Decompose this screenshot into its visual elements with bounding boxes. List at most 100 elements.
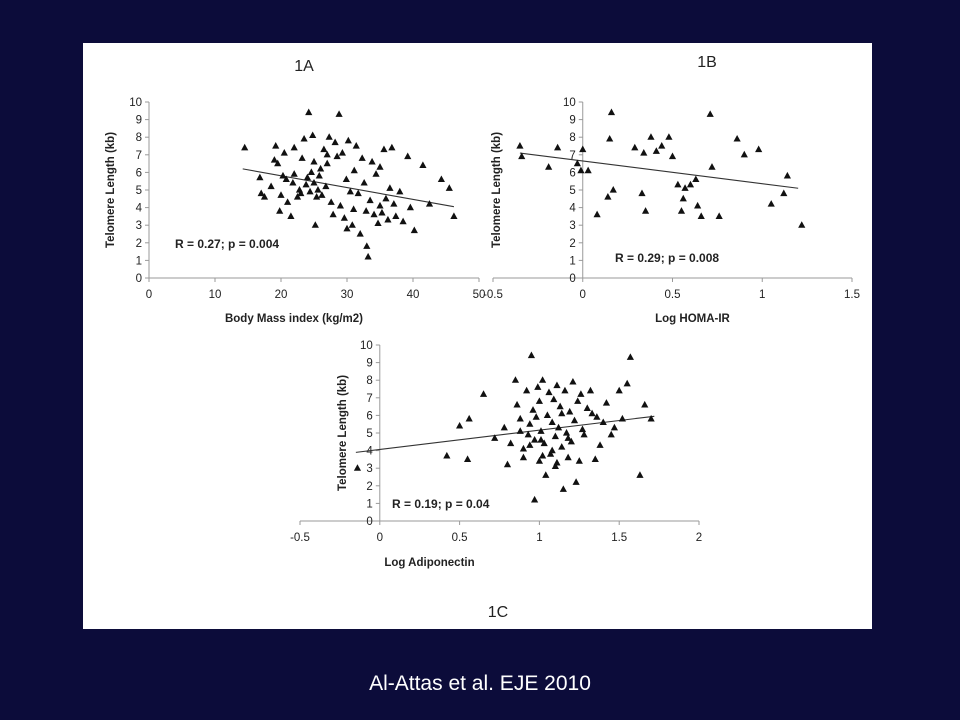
y-tick-label: 8: [569, 132, 575, 144]
data-point: [287, 212, 295, 219]
data-point: [354, 189, 362, 197]
data-point: [279, 171, 287, 179]
data-point: [636, 471, 644, 478]
data-point: [708, 163, 716, 170]
data-point: [638, 189, 646, 197]
y-tick-label: 4: [366, 446, 373, 458]
data-point: [295, 186, 304, 193]
data-point: [358, 154, 366, 161]
data-point: [572, 478, 580, 485]
data-point: [566, 407, 574, 415]
data-point: [406, 203, 414, 211]
data-point: [538, 451, 547, 459]
data-point: [531, 495, 539, 503]
y-tick-label: 3: [366, 463, 372, 475]
data-point: [615, 386, 623, 394]
data-point: [561, 386, 569, 394]
x-tick-label: 30: [341, 289, 354, 301]
data-point: [697, 212, 705, 219]
data-point: [783, 171, 791, 179]
data-point: [392, 212, 400, 219]
y-tick-label: 7: [569, 150, 575, 162]
data-point: [363, 242, 371, 249]
data-point: [578, 425, 587, 433]
data-point: [241, 143, 249, 151]
data-point: [404, 152, 412, 160]
data-point: [305, 108, 313, 116]
data-point: [293, 193, 302, 200]
y-tick-label: 4: [569, 203, 576, 215]
data-point: [325, 133, 333, 140]
data-point: [516, 427, 524, 434]
data-point: [602, 399, 611, 406]
data-point: [550, 395, 558, 403]
data-point: [798, 221, 806, 228]
data-point: [302, 180, 310, 188]
y-tick-label: 4: [136, 203, 143, 215]
data-point: [331, 138, 339, 146]
data-point: [545, 388, 553, 396]
y-tick-label: 5: [569, 185, 575, 197]
data-point: [604, 193, 612, 200]
data-point: [527, 351, 536, 359]
data-point: [267, 182, 275, 190]
data-point: [618, 414, 626, 422]
y-tick-label: 1: [366, 498, 372, 510]
data-point: [586, 386, 595, 394]
data-point: [574, 397, 582, 404]
data-point: [564, 453, 572, 461]
data-point: [780, 189, 788, 197]
data-point: [511, 376, 520, 383]
y-tick-label: 2: [366, 481, 372, 493]
data-point: [519, 444, 528, 452]
data-point: [277, 191, 285, 198]
x-tick-label: 20: [275, 289, 288, 301]
data-point: [272, 142, 280, 149]
y-axis-title: Telomere Length (kb): [491, 132, 503, 248]
trend-line: [242, 168, 455, 208]
data-point: [631, 143, 639, 151]
data-point: [755, 145, 763, 153]
data-point: [380, 145, 388, 153]
data-point: [335, 110, 343, 117]
data-point: [556, 402, 564, 410]
y-tick-label: 8: [366, 375, 372, 387]
data-point: [340, 214, 348, 221]
data-point: [382, 194, 390, 202]
data-point: [516, 414, 524, 422]
chart-title: 1B: [697, 54, 717, 71]
data-point: [551, 462, 559, 470]
data-point: [596, 441, 604, 448]
data-point: [580, 430, 588, 438]
data-point: [740, 150, 748, 158]
data-point: [623, 379, 631, 387]
x-tick-label: 0: [580, 289, 586, 301]
x-tick-label: 0.5: [665, 289, 681, 301]
correlation-annotation: R = 0.29; p = 0.008: [615, 251, 719, 265]
data-point: [298, 154, 306, 161]
data-point: [548, 446, 556, 454]
data-point: [570, 416, 579, 424]
data-point: [329, 210, 337, 218]
data-point: [599, 418, 607, 426]
y-tick-label: 9: [569, 115, 575, 127]
data-point: [310, 178, 318, 186]
data-point: [532, 413, 540, 420]
data-point: [607, 108, 616, 116]
data-point: [542, 471, 550, 478]
data-point: [537, 427, 545, 434]
data-point: [524, 430, 532, 438]
data-point: [386, 184, 394, 191]
data-point: [333, 152, 341, 160]
x-tick-label: 1: [759, 289, 765, 301]
data-point: [318, 191, 326, 198]
data-point: [425, 200, 434, 207]
y-tick-label: 1: [136, 255, 142, 267]
x-tick-label: 0.5: [452, 532, 468, 544]
citation: Al-Attas et al. EJE 2010: [369, 672, 591, 695]
data-point: [376, 201, 384, 209]
data-point: [579, 145, 587, 153]
data-point: [641, 400, 649, 408]
data-point: [647, 414, 655, 422]
